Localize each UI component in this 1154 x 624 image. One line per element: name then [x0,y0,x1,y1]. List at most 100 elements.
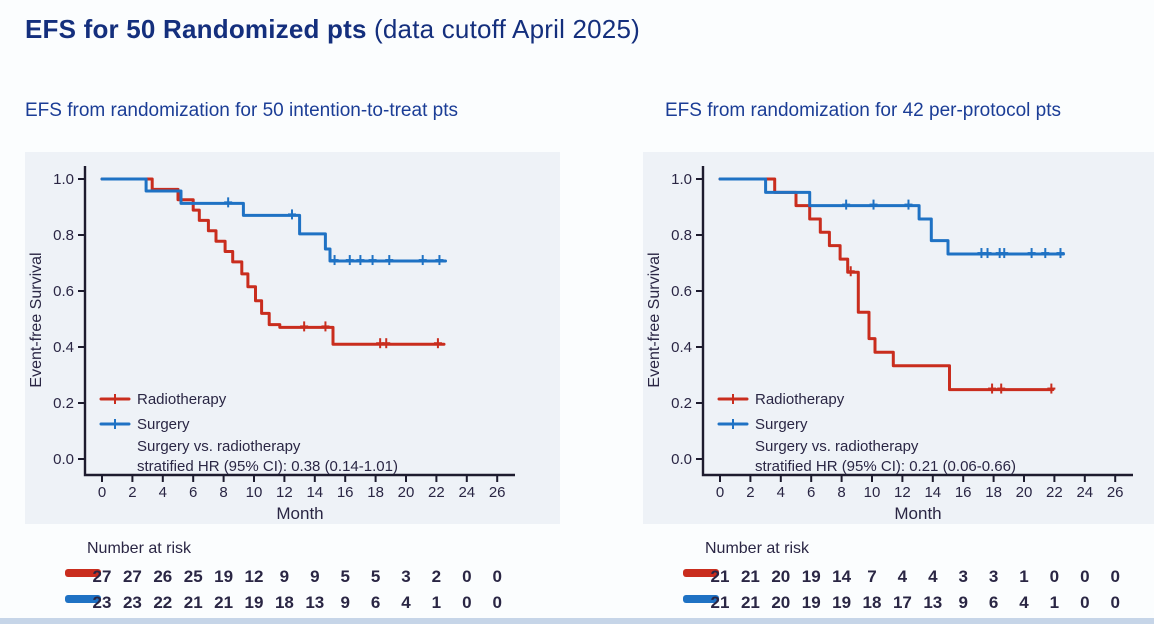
hr-note-line1: Surgery vs. radiotherapy [137,438,301,455]
x-tick-label: 22 [428,484,445,501]
risk-count: 3 [958,567,967,586]
risk-row-swatch [65,569,101,577]
risk-count: 21 [711,593,730,612]
risk-count: 26 [153,567,172,586]
risk-count: 9 [280,567,289,586]
risk-count: 1 [1050,593,1059,612]
risk-count: 5 [340,567,349,586]
risk-table-label: Number at risk [87,540,192,557]
axes: 0 2 4 6 8 10 12 14 16 18 20 22 24 261.00.80.60.40.20.… [646,166,1133,523]
risk-count: 4 [1019,593,1029,612]
risk-count: 3 [989,567,998,586]
x-tick-label: 24 [458,484,475,501]
risk-count: 21 [214,593,233,612]
risk-row-swatch [683,595,719,603]
x-tick-label: 10 [864,484,881,501]
risk-count: 1 [1019,567,1028,586]
bottom-strip [0,618,1154,624]
x-tick-label: 24 [1076,484,1093,501]
x-tick-label: 10 [246,484,263,501]
risk-count: 21 [711,567,730,586]
hr-note-line2: stratified HR (95% CI): 0.21 (0.06-0.66) [755,458,1016,475]
risk-count: 6 [371,593,380,612]
x-tick-label: 26 [1107,484,1124,501]
hr-note-line1: Surgery vs. radiotherapy [755,438,919,455]
risk-count: 19 [214,567,233,586]
curve-surgery [718,177,1065,259]
legend: Radiotherapy Surgery Surgery vs. radiother… [99,391,398,475]
risk-count: 0 [1080,593,1089,612]
x-tick-label: 6 [807,484,815,501]
x-tick-label: 4 [777,484,785,501]
x-tick-label: 20 [398,484,415,501]
page-title-suffix: (data cutoff April 2025) [366,14,640,44]
x-tick-label: 26 [489,484,506,501]
y-tick-label: 0.6 [53,283,74,300]
plot-background [643,152,1154,524]
risk-row-radiotherapy: 27 27 26 25 19 12 9 9 5 5 3 2 0 0 [65,567,502,586]
risk-count: 4 [898,567,908,586]
x-tick-label: 16 [337,484,354,501]
risk-count: 0 [462,593,471,612]
y-axis-label: Event-free Survival [646,252,663,387]
x-axis-label: Month [894,504,941,523]
x-tick-label: 16 [955,484,972,501]
x-tick-label: 0 [98,484,106,501]
y-tick-label: 1.0 [671,171,692,188]
risk-count: 4 [401,593,411,612]
risk-count: 13 [923,593,942,612]
risk-count: 2 [432,567,441,586]
chart-subtitle-itt: EFS from randomization for 50 intention-… [25,100,458,121]
risk-count: 19 [245,593,264,612]
risk-count: 18 [275,593,294,612]
risk-count: 0 [492,593,501,612]
x-tick-label: 6 [189,484,197,501]
risk-count: 13 [305,593,324,612]
x-tick-label: 18 [367,484,384,501]
curve-radiotherapy [718,177,1056,394]
legend-label: Radiotherapy [137,391,227,408]
risk-count: 9 [310,567,319,586]
risk-row-swatch [683,569,719,577]
x-axis-label: Month [276,504,323,523]
legend-label: Surgery [137,416,190,433]
risk-count: 18 [863,593,882,612]
y-tick-label: 0.4 [53,339,74,356]
risk-count: 9 [958,593,967,612]
risk-count: 9 [340,593,349,612]
risk-count: 23 [123,593,142,612]
hr-note-line2: stratified HR (95% CI): 0.38 (0.14-1.01) [137,458,398,475]
risk-count: 21 [741,567,760,586]
x-tick-label: 2 [746,484,754,501]
risk-row-surgery: 23 23 22 21 21 19 18 13 9 6 4 1 0 0 [65,593,502,612]
risk-count: 4 [928,567,938,586]
risk-row-swatch [65,595,101,603]
page-title-main: EFS for 50 Randomized pts [25,14,367,44]
y-axis-label: Event-free Survival [28,252,45,387]
risk-row-surgery: 21 21 20 19 19 18 17 13 9 6 4 1 0 0 [683,593,1120,612]
risk-table-label: Number at risk [705,540,810,557]
risk-count: 1 [432,593,441,612]
y-tick-label: 0.6 [671,283,692,300]
risk-count: 5 [371,567,380,586]
legend: Radiotherapy Surgery Surgery vs. radiother… [717,391,1016,475]
x-tick-label: 20 [1016,484,1033,501]
legend-label: Radiotherapy [755,391,845,408]
risk-count: 20 [771,567,790,586]
risk-count: 21 [741,593,760,612]
risk-count: 19 [832,593,851,612]
risk-count: 0 [1110,593,1119,612]
risk-count: 21 [184,593,203,612]
x-tick-label: 8 [219,484,227,501]
risk-row-radiotherapy: 21 21 20 19 14 7 4 4 3 3 1 0 0 0 [683,567,1120,586]
y-tick-label: 0.8 [53,227,74,244]
risk-count: 27 [123,567,142,586]
x-tick-label: 2 [128,484,136,501]
x-tick-label: 18 [985,484,1002,501]
axes: 0 2 4 6 8 10 12 14 16 18 20 22 24 261.00.80.60.40.20.… [28,166,515,523]
y-tick-label: 0.0 [53,451,74,468]
risk-count: 22 [153,593,172,612]
y-tick-label: 0.4 [671,339,692,356]
panel-itt: EFS from randomization for 50 intention-… [25,100,560,624]
